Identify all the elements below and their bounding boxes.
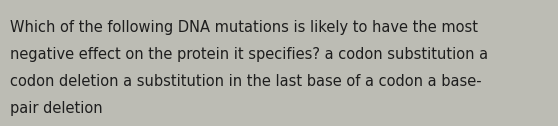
Text: Which of the following DNA mutations is likely to have the most: Which of the following DNA mutations is …: [10, 20, 478, 35]
Text: pair deletion: pair deletion: [10, 101, 103, 116]
Text: codon deletion a substitution in the last base of a codon a base-: codon deletion a substitution in the las…: [10, 74, 482, 89]
Text: negative effect on the protein it specifies? a codon substitution a: negative effect on the protein it specif…: [10, 47, 488, 62]
